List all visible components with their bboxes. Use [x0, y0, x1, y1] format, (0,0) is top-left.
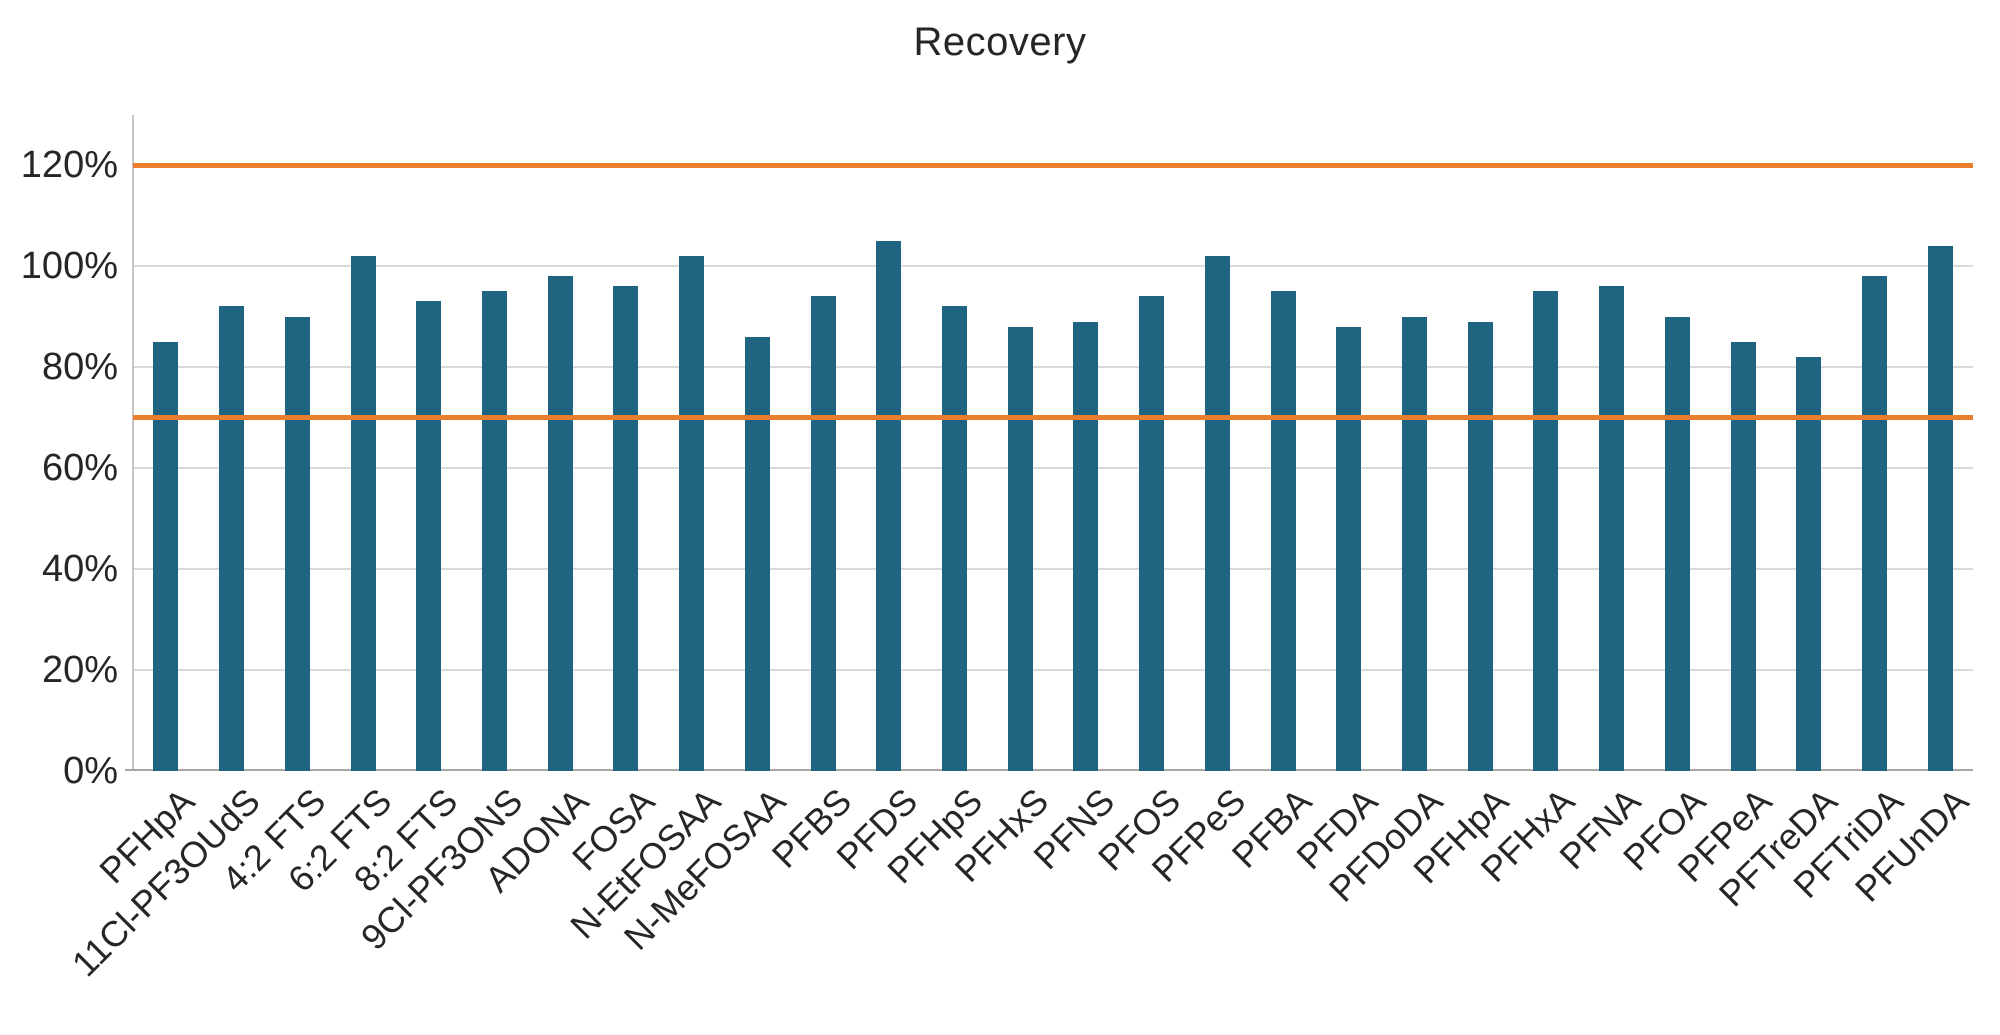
gridline-20 [133, 669, 1973, 671]
y-tick-label: 0% [63, 750, 118, 792]
y-tick-label: 80% [41, 346, 118, 388]
bar-PFTreDA [1796, 356, 1822, 771]
y-tick-label: 100% [20, 245, 118, 287]
bar-PFBS [810, 296, 836, 771]
bar-ADONA [547, 276, 573, 771]
bar-PFDA [1336, 326, 1362, 771]
bar-PFNS [1073, 321, 1099, 771]
bar-PFDS [876, 240, 902, 771]
bar-PFTriDA [1861, 276, 1887, 771]
gridline-40 [133, 568, 1973, 570]
y-tick-label: 20% [41, 649, 118, 691]
bar-PFHpA [1467, 321, 1493, 771]
bar-9Cl-PF3ONS [481, 291, 507, 771]
bar-PFPeS [1204, 255, 1230, 771]
bar-PFHpS [941, 306, 967, 771]
bar-N-MeFOSAA [744, 336, 770, 771]
bar-PFUnDA [1927, 245, 1953, 771]
bar-6-2-FTS [350, 255, 376, 771]
chart-title: Recovery [913, 20, 1087, 64]
bar-11Cl-PF3OUdS [219, 306, 245, 771]
bar-PFNA [1599, 286, 1625, 771]
x-axis-line [125, 769, 1973, 771]
bar-PFBA [1270, 291, 1296, 771]
bar-PFOA [1664, 316, 1690, 771]
bar-4-2-FTS [284, 316, 310, 771]
bar-FOSA [613, 286, 639, 771]
gridline-60 [133, 467, 1973, 469]
y-tick-label: 60% [41, 447, 118, 489]
bar-PFPeA [1730, 341, 1756, 771]
gridline-80 [133, 366, 1973, 368]
bar-PFHxA [1533, 291, 1559, 771]
reference-line-70 [133, 415, 1973, 420]
y-tick-label: 120% [20, 144, 118, 186]
reference-line-120 [133, 162, 1973, 168]
y-axis-line [132, 115, 134, 771]
y-tick-label: 40% [41, 548, 118, 590]
bar-PFHpA [153, 341, 179, 771]
bar-PFOS [1139, 296, 1165, 771]
bar-N-EtFOSAA [679, 255, 705, 771]
plot-area [125, 115, 1973, 771]
bar-8-2-FTS [416, 301, 442, 771]
bar-PFHxS [1007, 326, 1033, 771]
bar-PFDoDA [1401, 316, 1427, 771]
gridline-100 [133, 265, 1973, 267]
